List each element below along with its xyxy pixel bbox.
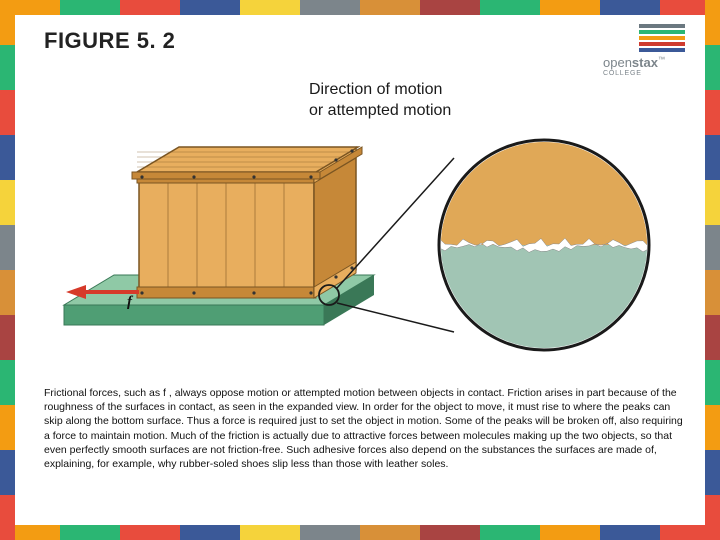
openstax-logo: openstax™ COLLEGE (603, 24, 685, 77)
page-title: FIGURE 5. 2 (44, 28, 175, 54)
border-top (0, 0, 720, 15)
motion-label: Direction of motion or attempted motion (309, 80, 451, 122)
border-left (0, 0, 15, 540)
logo-subtext: COLLEGE (603, 70, 685, 77)
logo-text-open: open (603, 55, 632, 70)
figure-area: Direction of motion or attempted motion … (44, 80, 685, 360)
caption-text: Frictional forces, such as f , always op… (44, 386, 685, 471)
border-right (705, 0, 720, 540)
motion-label-l1: Direction of motion (309, 80, 451, 101)
force-label: f (127, 294, 132, 311)
logo-text: openstax™ (603, 55, 685, 70)
diagram-svg (44, 80, 684, 360)
logo-bars (603, 24, 685, 52)
logo-text-stax: stax (632, 55, 658, 70)
border-bottom (0, 525, 720, 540)
motion-label-l2: or attempted motion (309, 101, 451, 122)
